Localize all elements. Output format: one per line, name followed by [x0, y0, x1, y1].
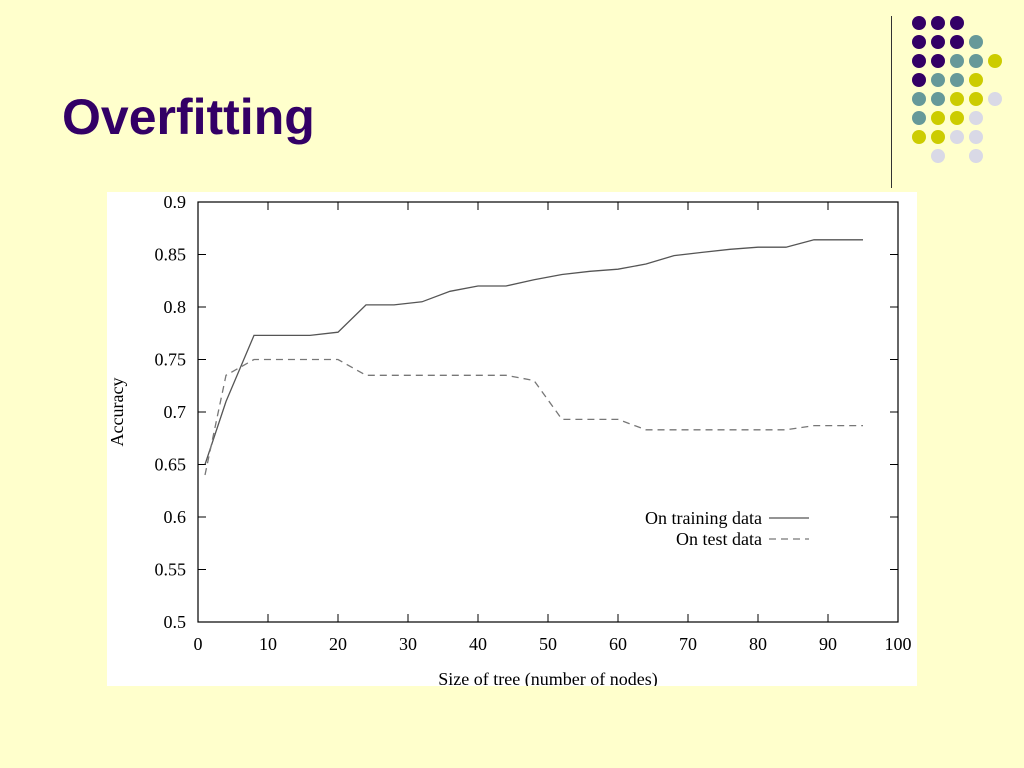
decorative-dot	[950, 111, 964, 125]
chart-panel: 0.5 0.55 0.6 0.65 0.7 0.75 0.8 0.85 0.9 0 10 20 30 4…	[107, 192, 917, 686]
decorative-divider	[891, 16, 892, 188]
decorative-dot	[969, 35, 983, 49]
y-axis: 0.5 0.55 0.6 0.65 0.7 0.75 0.8 0.85 0.9	[155, 192, 898, 632]
accuracy-line-chart: 0.5 0.55 0.6 0.65 0.7 0.75 0.8 0.85 0.9 0 10 20 30 4…	[107, 192, 912, 686]
decorative-dot	[912, 111, 926, 125]
x-tick-label: 40	[469, 634, 487, 654]
x-tick-label: 0	[194, 634, 203, 654]
decorative-dot	[931, 35, 945, 49]
decorative-dot	[931, 54, 945, 68]
y-tick-label: 0.7	[164, 402, 187, 422]
y-tick-label: 0.65	[155, 455, 187, 475]
decorative-dot	[950, 130, 964, 144]
decorative-dot	[988, 54, 1002, 68]
decorative-dot	[969, 149, 983, 163]
decorative-dot	[969, 73, 983, 87]
x-tick-label: 50	[539, 634, 557, 654]
decorative-dot	[969, 130, 983, 144]
decorative-dot	[931, 149, 945, 163]
decorative-dot	[912, 92, 926, 106]
y-tick-label: 0.6	[164, 507, 187, 527]
decorative-dot	[950, 92, 964, 106]
x-tick-label: 70	[679, 634, 697, 654]
legend-label: On training data	[645, 508, 762, 528]
decorative-dot	[912, 73, 926, 87]
decorative-dot	[950, 54, 964, 68]
x-tick-label: 60	[609, 634, 627, 654]
x-tick-label: 10	[259, 634, 277, 654]
legend-label: On test data	[676, 529, 762, 549]
y-tick-label: 0.85	[155, 245, 187, 265]
decorative-dot	[950, 35, 964, 49]
series-line-training	[204, 239, 863, 465]
decorative-dot	[950, 16, 964, 30]
decorative-dot	[912, 54, 926, 68]
decorative-dot	[912, 16, 926, 30]
decorative-dot	[931, 130, 945, 144]
x-tick-label: 90	[819, 634, 837, 654]
series-lines	[204, 239, 863, 476]
decorative-dot	[931, 16, 945, 30]
decorative-dot	[912, 130, 926, 144]
x-tick-label: 100	[885, 634, 912, 654]
decorative-dot	[969, 54, 983, 68]
slide-title: Overfitting	[62, 89, 315, 145]
x-tick-label: 80	[749, 634, 767, 654]
y-axis-label: Accuracy	[107, 378, 127, 447]
y-tick-label: 0.75	[155, 350, 187, 370]
x-axis: 0 10 20 30 40 50 60 70 80 90 100	[194, 202, 912, 654]
decorative-dot	[969, 111, 983, 125]
y-tick-label: 0.55	[155, 560, 187, 580]
decorative-dot	[988, 92, 1002, 106]
y-tick-label: 0.9	[164, 192, 187, 212]
decorative-dot	[950, 73, 964, 87]
decorative-dot	[969, 92, 983, 106]
y-tick-label: 0.8	[164, 297, 187, 317]
y-tick-label: 0.5	[164, 612, 187, 632]
x-tick-label: 30	[399, 634, 417, 654]
x-axis-label: Size of tree (number of nodes)	[438, 669, 657, 686]
plot-frame	[197, 201, 899, 623]
series-line-test	[204, 358, 863, 476]
decorative-dot	[931, 73, 945, 87]
x-tick-label: 20	[329, 634, 347, 654]
decorative-dot	[931, 92, 945, 106]
decorative-dot	[931, 111, 945, 125]
decorative-dot	[912, 35, 926, 49]
